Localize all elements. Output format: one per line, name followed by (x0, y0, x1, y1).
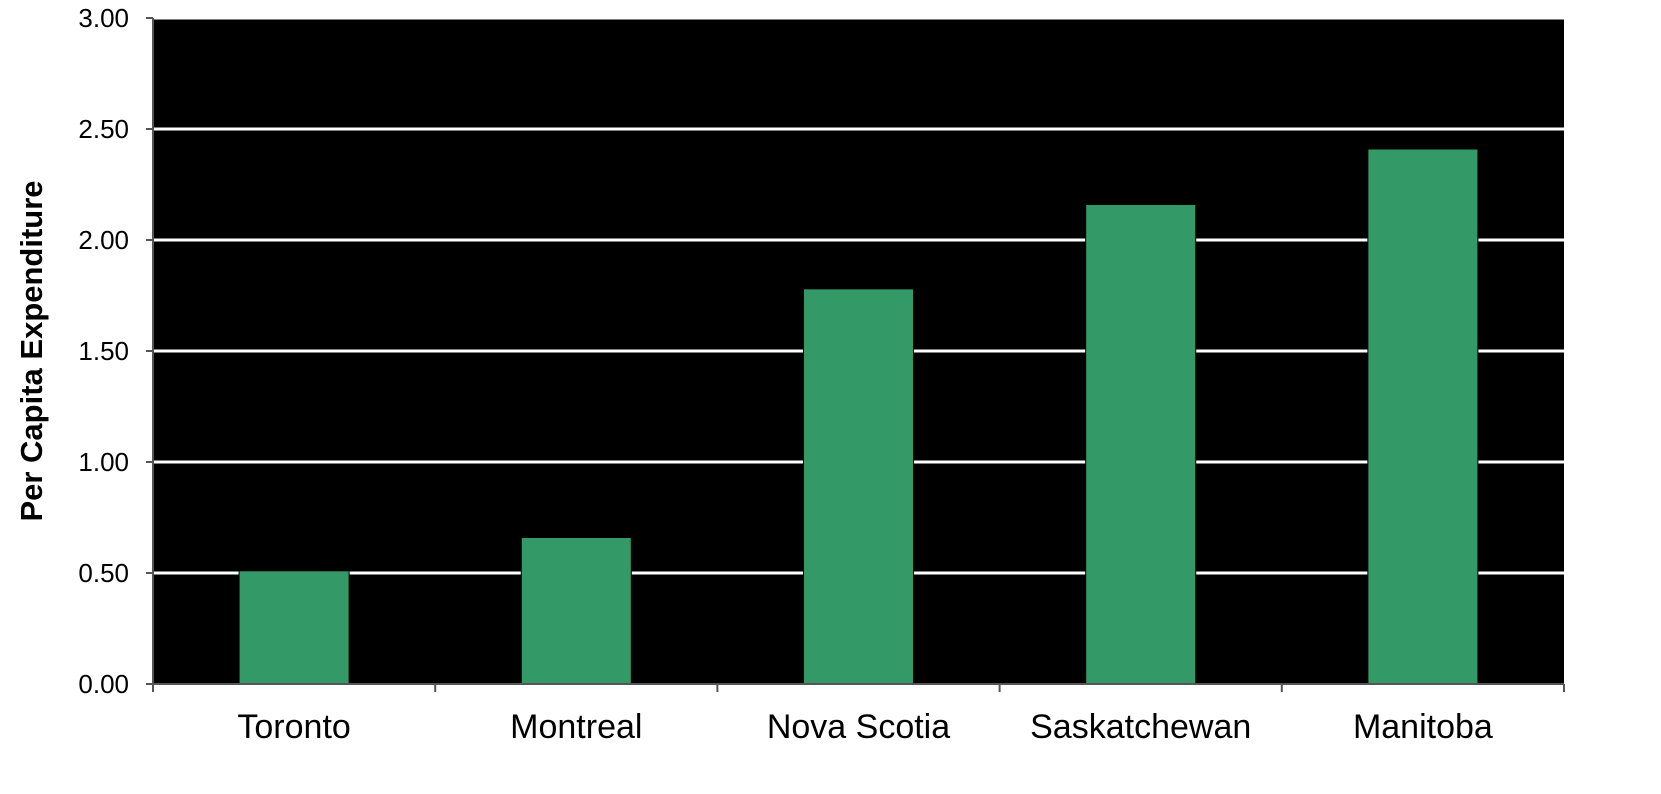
x-tick-label: Nova Scotia (767, 708, 950, 746)
y-tick-label: 0.50 (78, 558, 129, 588)
y-tick-label: 1.00 (78, 447, 129, 477)
x-tick-label: Toronto (237, 708, 350, 746)
y-tick-labels: 0.00 0.50 1.00 1.50 2.00 2.50 3.00 (78, 3, 129, 699)
x-tick-label: Saskatchewan (1030, 708, 1251, 746)
bar-manitoba (1367, 148, 1479, 685)
y-tick-label: 2.00 (78, 225, 129, 255)
bar-saskatchewan (1085, 203, 1197, 685)
y-tick-label: 0.00 (78, 669, 129, 699)
y-tick-label: 2.50 (78, 114, 129, 144)
x-tick-label: Montreal (510, 708, 642, 746)
axes (146, 17, 1565, 692)
x-tick-labels: Toronto Montreal Nova Scotia Saskatchewan Ma… (237, 708, 1493, 746)
bars (238, 148, 1479, 685)
bar-nova-scotia (802, 288, 915, 685)
x-tick-label: Manitoba (1353, 708, 1493, 746)
y-axis-label: Per Capita Expenditure (14, 180, 49, 521)
bar-montreal (520, 536, 632, 685)
y-tick-label: 1.50 (78, 336, 129, 366)
bar-toronto (238, 570, 350, 685)
y-tick-label: 3.00 (78, 3, 129, 33)
